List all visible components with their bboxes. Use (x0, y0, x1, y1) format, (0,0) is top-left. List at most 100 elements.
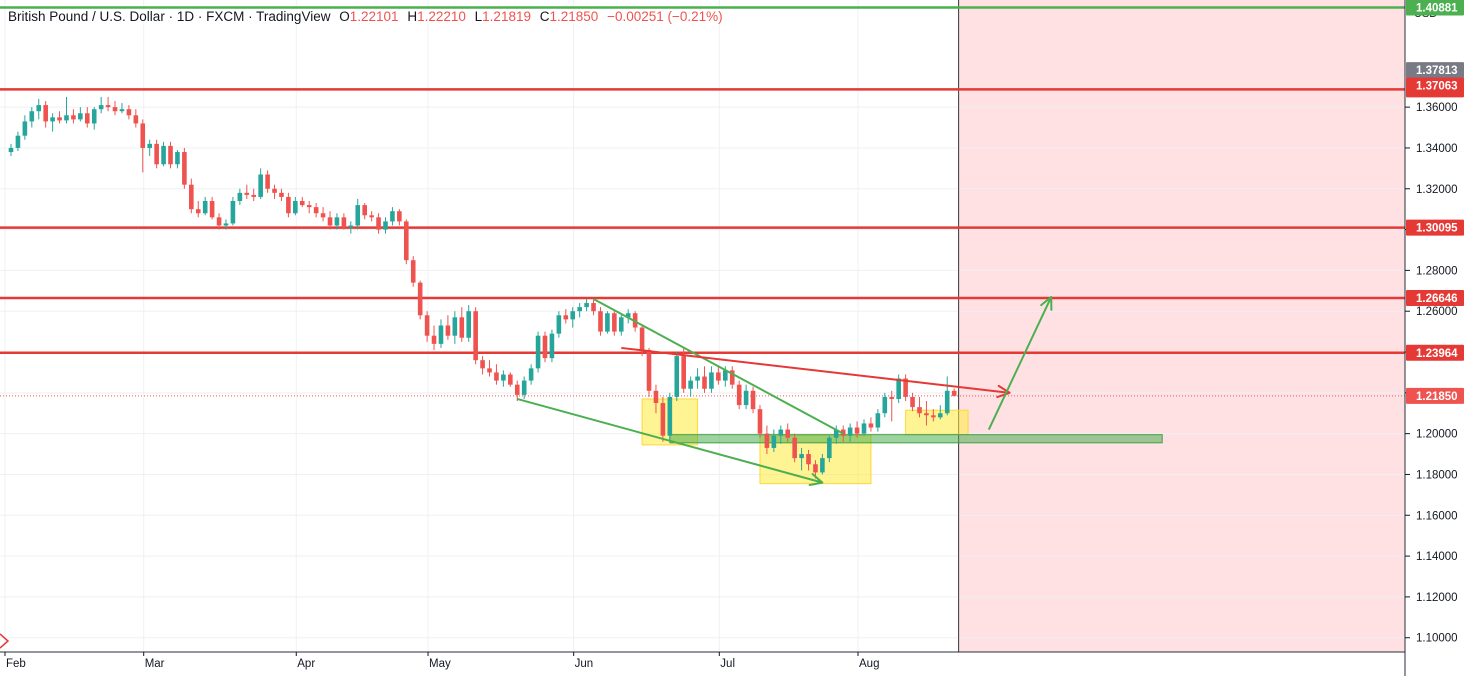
candle-body (473, 311, 478, 361)
candle (542, 331, 548, 363)
candle (917, 396, 922, 418)
high-label: H (407, 9, 418, 24)
candle (806, 449, 811, 471)
time-tick-label: Jun (575, 658, 594, 670)
candle-body (674, 356, 680, 397)
candle (209, 196, 215, 220)
candle (937, 405, 943, 420)
header-sep: · (168, 9, 174, 24)
candle-body (209, 201, 215, 218)
candle-body (847, 427, 853, 436)
candle (896, 374, 901, 404)
interval-label[interactable]: 1D (176, 9, 195, 24)
candle (390, 207, 395, 226)
candle-body (410, 260, 416, 283)
candle-body (306, 205, 312, 208)
candle-body (258, 174, 263, 197)
candle (570, 307, 576, 328)
candle-body (514, 384, 520, 395)
candle-body (189, 184, 194, 210)
candle-body (424, 315, 430, 336)
candle-body (653, 390, 659, 404)
level-badge: 1.23964 (1416, 348, 1458, 360)
candle (369, 211, 374, 222)
candle (625, 309, 631, 324)
candle (459, 307, 465, 342)
candle-body (501, 374, 506, 381)
candle-body (702, 376, 707, 389)
candle-body (403, 221, 409, 261)
candle-body (736, 384, 742, 406)
candle-body (639, 327, 645, 350)
candle-body (390, 211, 395, 222)
candle-body (716, 372, 721, 381)
candle (556, 311, 562, 338)
last-price-badge: 1.21850 (1416, 391, 1458, 403)
price-tick-label: 1.28000 (1416, 265, 1458, 277)
time-tick-label: Aug (859, 658, 879, 670)
candle-body (202, 201, 208, 214)
symbol-name[interactable]: British Pound / U.S. Dollar (8, 9, 165, 24)
candle (29, 107, 35, 128)
candle (944, 376, 950, 416)
candle-body (251, 194, 257, 197)
candle-body (293, 201, 298, 214)
candle (175, 149, 180, 169)
level-badge: 1.30095 (1416, 223, 1458, 235)
candle-body (397, 211, 402, 222)
candle-body (265, 174, 270, 189)
candle (729, 366, 735, 389)
chevron-right-icon (0, 633, 10, 649)
candle-body (459, 317, 465, 338)
candle (403, 219, 409, 265)
candle (508, 372, 513, 387)
candle (584, 298, 589, 312)
candle-body (570, 311, 576, 320)
candle (792, 433, 797, 463)
candle-body (944, 390, 950, 414)
candle-body (22, 121, 28, 136)
candle-body (133, 115, 139, 124)
candle (709, 366, 714, 393)
candle-body (875, 413, 881, 428)
candle-body (820, 458, 825, 473)
candle-body (910, 396, 915, 408)
candle (397, 209, 402, 226)
candle-body (417, 282, 423, 316)
candle (341, 213, 347, 230)
candle (577, 303, 582, 318)
candle (605, 311, 610, 334)
price-tick-label: 1.18000 (1416, 469, 1458, 481)
candle-body (119, 109, 125, 112)
candle-body (223, 223, 229, 226)
candle (334, 213, 340, 230)
price-tick-label: 1.32000 (1416, 184, 1458, 196)
candle-body (785, 429, 791, 438)
candle-body (480, 360, 485, 369)
candle-body (951, 390, 957, 396)
candle (126, 105, 132, 120)
candle-body (723, 370, 728, 381)
candle-body (882, 396, 888, 414)
candle (910, 392, 915, 412)
forecast-area (958, 0, 1405, 652)
candle (355, 198, 361, 230)
candle (702, 366, 707, 393)
candle (598, 307, 603, 336)
candle-body (244, 192, 250, 195)
candle-body (376, 217, 381, 230)
close-label: C (539, 9, 550, 24)
candle-body (320, 213, 326, 218)
price-axis-bg (1405, 0, 1466, 676)
candle (417, 280, 423, 320)
level-badge: 1.40881 (1416, 3, 1458, 15)
candle (535, 331, 541, 373)
open-value: 1.22101 (349, 9, 399, 24)
axis-badge-bg (1406, 62, 1464, 79)
candle (514, 380, 520, 401)
candle-body (175, 152, 180, 165)
low-value: 1.21819 (482, 9, 531, 24)
trendline (516, 397, 823, 484)
candle (216, 213, 222, 230)
